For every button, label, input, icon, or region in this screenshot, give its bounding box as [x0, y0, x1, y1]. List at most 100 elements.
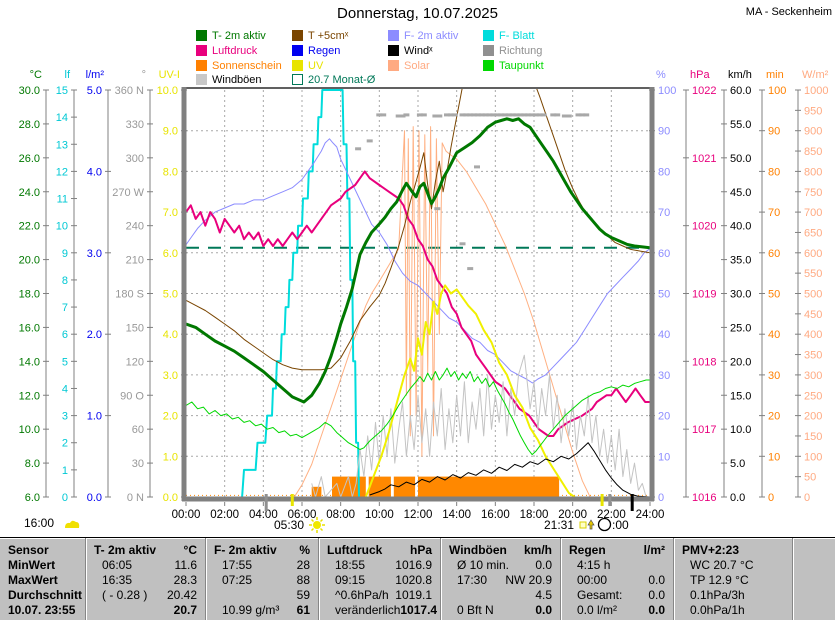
legend-swatch-t2m [196, 30, 207, 41]
sunrise-time-item: 05:30 [274, 517, 326, 533]
legend-item-uv[interactable]: UV [292, 59, 323, 72]
legend-item-richtung[interactable]: Richtung [483, 44, 542, 57]
cell-text: Windböen [449, 543, 507, 557]
svg-text:9: 9 [62, 248, 68, 260]
legend-item-monat[interactable]: 20.7 Monat-Ø [292, 73, 375, 86]
svg-text:60.0: 60.0 [730, 85, 751, 97]
cell-text [94, 603, 102, 618]
svg-text:08:00: 08:00 [326, 509, 355, 521]
svg-text:16:00: 16:00 [481, 509, 510, 521]
cell-luftdruck-1: 09:15 1020.8 [319, 573, 440, 588]
legend-label-sonnenschein: Sonnenschein [212, 59, 282, 72]
svg-text:12:00: 12:00 [404, 509, 433, 521]
legend-item-regen[interactable]: Regen [292, 44, 340, 57]
svg-text:3: 3 [62, 411, 68, 423]
series-richtung [355, 113, 590, 271]
cell-windboeen-2: 4.5 [441, 588, 560, 603]
svg-text:14: 14 [56, 112, 68, 124]
svg-text:150: 150 [804, 431, 822, 443]
svg-text:02:00: 02:00 [210, 509, 239, 521]
cell-text: 4:15 h [577, 558, 611, 572]
legend-item-fblatt[interactable]: F- Blatt [483, 29, 534, 42]
cell-value: 59 [296, 588, 310, 602]
cell-t2m-3: 20.7 [86, 603, 205, 618]
svg-text:km/h: km/h [728, 69, 752, 81]
svg-text:500: 500 [804, 289, 822, 301]
cell-text: Durchschnitt [8, 588, 83, 602]
svg-text:55.0: 55.0 [730, 119, 751, 131]
series-windboeen [311, 354, 650, 497]
legend-label-regen: Regen [308, 44, 341, 57]
cell-value: 1020.8 [395, 573, 432, 587]
svg-text:24.0: 24.0 [19, 187, 40, 199]
svg-text:11: 11 [57, 194, 68, 206]
cell-text: ^0.6hPa/h [335, 588, 389, 602]
svg-text:04:00: 04:00 [249, 509, 278, 521]
svg-text:150: 150 [126, 322, 144, 334]
svg-text:22.0: 22.0 [19, 221, 40, 233]
series-wind [369, 442, 650, 497]
cell-f2m-0: 17:55 28 [206, 558, 318, 573]
legend-swatch-luftdruck [196, 45, 207, 56]
cell-text: MinWert [8, 558, 56, 572]
cell-f2m-2: 59 [206, 588, 318, 603]
svg-text:70: 70 [658, 207, 670, 219]
sunset-icon [579, 518, 595, 531]
svg-text:2.0: 2.0 [87, 329, 102, 341]
svg-text:550: 550 [804, 268, 822, 280]
legend-item-wind[interactable]: Windˣ [388, 44, 433, 57]
legend-item-solar[interactable]: Solar [388, 59, 430, 72]
series-layer [186, 88, 650, 497]
svg-text:06:00: 06:00 [288, 509, 317, 521]
cell-value: hPa [409, 543, 432, 557]
sunset-time: 21:31 [544, 517, 575, 532]
axis-kmh: 60.0 55.0 50.0 45.0 40.0 35.0 30.0 25.0 20.0 15.0… [721, 69, 752, 504]
cell-windboeen-3: 0 Bft N 0.0 [441, 603, 560, 618]
legend-item-sonnenschein[interactable]: Sonnenschein [196, 59, 282, 72]
cell-value: 4.5 [535, 588, 552, 602]
cell-pmv-1: TP 12.9 °C [674, 573, 792, 588]
cell-text: 0 Bft N [457, 603, 494, 617]
legend-item-taupunkt[interactable]: Taupunkt [483, 59, 544, 72]
svg-text:270 W: 270 W [112, 187, 144, 199]
svg-text:14:00: 14:00 [442, 509, 471, 521]
cell-regen-2: Gesamt: 0.0 [561, 588, 673, 603]
legend-item-f2m[interactable]: F- 2m aktiv [388, 29, 458, 42]
svg-text:4.0: 4.0 [163, 329, 178, 341]
svg-text:8.0: 8.0 [163, 166, 178, 178]
svg-text:950: 950 [804, 105, 822, 117]
svg-text:°C: °C [30, 69, 42, 81]
axis-marker [600, 494, 604, 506]
svg-text:1018: 1018 [692, 356, 716, 368]
svg-text:UV-I: UV-I [159, 69, 180, 81]
svg-text:6: 6 [62, 329, 68, 341]
cell-text: 0.0 l/m² [577, 603, 618, 617]
cell-value: 20.42 [166, 588, 197, 602]
cell-luftdruck-2: ^0.6hPa/h 1019.1 [319, 588, 440, 603]
legend-item-t5cm[interactable]: T +5cmˣ [292, 29, 348, 42]
svg-text:10: 10 [768, 451, 780, 463]
svg-text:400: 400 [804, 329, 822, 341]
svg-text:25.0: 25.0 [730, 322, 751, 334]
svg-text:1022: 1022 [692, 85, 716, 97]
legend-item-t2m[interactable]: T- 2m aktiv [196, 29, 266, 42]
svg-text:26.0: 26.0 [19, 153, 40, 165]
svg-text:8: 8 [62, 275, 68, 287]
svg-text:20:00: 20:00 [558, 509, 587, 521]
svg-text:80: 80 [768, 166, 780, 178]
table-column: Regen l/m² 4:15 h 00:00 0.0 Gesamt: 0.0 0.0 l/m… [560, 538, 673, 620]
legend-swatch-regen [292, 45, 303, 56]
sunrise-sun-icon [309, 517, 326, 533]
svg-text:14.0: 14.0 [19, 356, 40, 368]
cell-value: l/m² [643, 543, 665, 557]
svg-text:650: 650 [804, 227, 822, 239]
cell-luftdruck-3: veränderlich 1017.4 [319, 603, 440, 618]
series-t2m [186, 117, 650, 404]
cell-text: 0.0hPa/1h [690, 603, 745, 617]
legend-item-windboeen[interactable]: Windböen [196, 73, 262, 86]
legend-item-luftdruck[interactable]: Luftdruck [196, 44, 257, 57]
cell-windboeen-1: 17:30 NW 20.9 [441, 573, 560, 588]
